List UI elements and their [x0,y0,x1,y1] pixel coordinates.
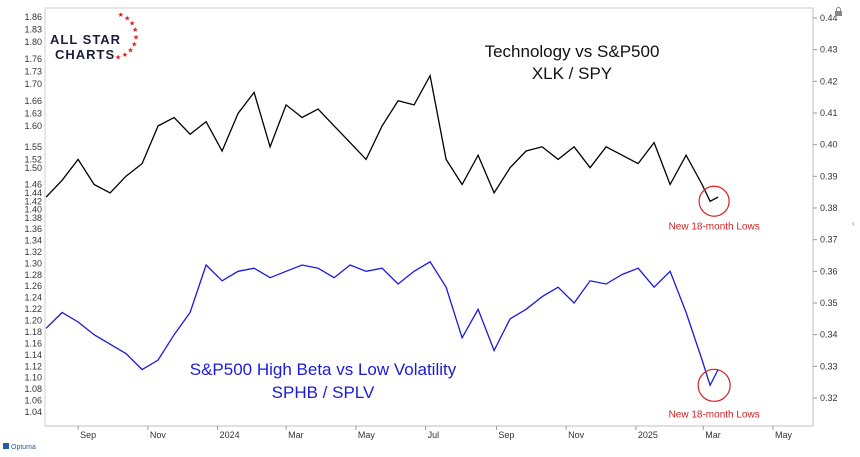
right-y-tick-label: 0.32 [820,393,838,403]
x-tick-label: Mar [288,430,304,440]
x-tick-label: Mar [705,430,721,440]
x-tick-label: 2024 [220,430,240,440]
sphb-splv-subtitle: SPHB / SPLV [272,383,375,402]
right-y-tick-label: 0.38 [820,203,838,213]
left-y-tick-label: 1.52 [24,154,42,164]
left-y-tick-label: 1.12 [24,361,42,371]
sphb-splv-title: S&P500 High Beta vs Low Volatility [190,360,457,379]
logo-star-icon: ★ [131,40,137,48]
left-y-tick-label: 1.86 [24,12,42,22]
sphb-splv-line [45,260,719,388]
xlk-spy-title: Technology vs S&P500 [485,42,660,61]
left-y-tick-label: 1.40 [24,205,42,215]
x-tick-label: Sep [498,430,514,440]
left-y-tick-label: 1.44 [24,188,42,198]
left-y-tick-label: 1.18 [24,327,42,337]
left-y-tick-label: 1.26 [24,281,42,291]
logo-star-icon: ★ [127,47,133,55]
left-y-tick-label: 1.34 [24,235,42,245]
x-tick-label: Nov [568,430,585,440]
logo-star-icon: ★ [129,20,135,28]
left-y-tick-label: 1.28 [24,270,42,280]
left-y-tick-label: 1.46 [24,180,42,190]
optuma-footer: Optuma [3,443,36,451]
sphb-low-circle [697,368,731,402]
right-y-axis-ticks: 0.32 0.33 0.34 0.35 0.36 0.37 0.38 0.39 0.40 0.41… [813,13,838,403]
left-y-tick-label: 1.73 [24,66,42,76]
collapse-arrow-icon[interactable]: ‹ [852,219,855,228]
left-y-tick-label: 1.42 [24,196,42,206]
right-y-tick-label: 0.34 [820,330,838,340]
left-y-tick-label: 1.83 [24,25,42,35]
right-y-tick-label: 0.33 [820,361,838,371]
right-y-tick-label: 0.39 [820,171,838,181]
right-y-tick-label: 0.40 [820,140,838,150]
left-y-tick-label: 1.38 [24,213,42,223]
logo-star-icon: ★ [133,33,139,41]
xlk-spy-line [45,73,719,203]
left-y-tick-label: 1.06 [24,396,42,406]
x-tick-label: Jul [428,430,440,440]
right-y-tick-label: 0.36 [820,266,838,276]
left-y-tick-label: 1.66 [24,96,42,106]
right-y-tick-label: 0.35 [820,298,838,308]
left-y-axis-ticks: 1.041.06 1.081.10 1.121.14 1.161.181.20 1.22… [24,12,42,417]
left-y-tick-label: 1.24 [24,293,42,303]
xlk-spy-subtitle: XLK / SPY [532,64,612,83]
left-y-tick-label: 1.55 [24,142,42,152]
left-y-tick-label: 1.50 [24,163,42,173]
x-tick-label: May [775,430,793,440]
left-y-tick-label: 1.04 [24,407,42,417]
right-y-tick-label: 0.42 [820,76,838,86]
left-y-tick-label: 1.36 [24,224,42,234]
logo-star-icon: ★ [118,11,124,19]
left-y-tick-label: 1.70 [24,79,42,89]
logo-star-icon: ★ [132,26,138,34]
left-y-tick-label: 1.80 [24,37,42,47]
logo-star-icon: ★ [115,54,121,62]
logo-line1: ALL STAR [50,32,121,47]
logo-line2: CHARTS [55,47,115,62]
xlk-low-circle [698,185,730,217]
right-y-tick-label: 0.43 [820,45,838,55]
all-star-charts-logo: ★ ★★★★★★★★ ALL STAR CHARTS [50,11,139,62]
left-y-tick-label: 1.63 [24,108,42,118]
left-y-tick-label: 1.20 [24,316,42,326]
footer-source: Optuma [11,444,36,451]
x-tick-label: Nov [150,430,167,440]
logo-star-icon: ★ [124,14,130,22]
left-y-tick-label: 1.08 [24,384,42,394]
left-y-tick-label: 1.32 [24,247,42,257]
left-y-tick-label: 1.60 [24,121,42,131]
right-y-tick-label: 0.41 [820,108,838,118]
left-y-tick-label: 1.30 [24,258,42,268]
left-y-tick-label: 1.76 [24,54,42,64]
sphb-low-annotation: New 18-month Lows [669,409,760,420]
x-tick-label: 2025 [638,430,658,440]
left-y-tick-label: 1.14 [24,350,42,360]
left-y-tick-label: 1.10 [24,373,42,383]
right-y-tick-label: 0.44 [820,13,838,23]
left-y-tick-label: 1.16 [24,338,42,348]
left-y-tick-label: 1.22 [24,304,42,314]
x-tick-label: Sep [80,430,96,440]
x-tick-label: May [358,430,376,440]
xlk-low-annotation: New 18-month Lows [669,221,760,232]
x-axis-ticks: Sep Nov 2024 Mar May Jul Sep Nov 2025 Mar May [77,426,793,440]
lock-icon[interactable] [835,7,842,17]
right-y-tick-label: 0.37 [820,235,838,245]
logo-star-icon: ★ [122,51,128,59]
